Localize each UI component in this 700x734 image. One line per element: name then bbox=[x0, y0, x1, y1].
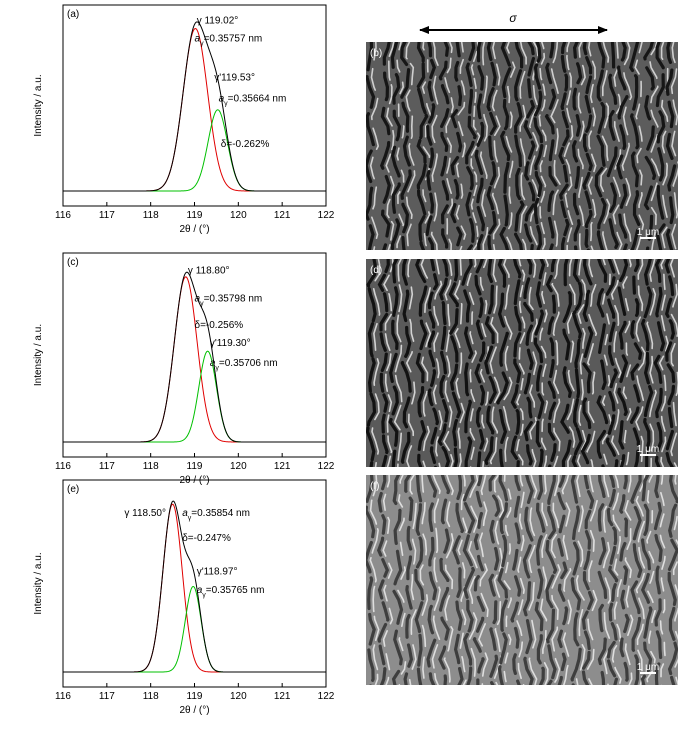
peak-annotation: γ 118.80° bbox=[188, 266, 230, 277]
x-tick-label: 119 bbox=[187, 210, 203, 221]
peak-annotation: δ=-0.262% bbox=[221, 139, 270, 150]
peak-annotation: aγ=0.35757 nm bbox=[195, 34, 263, 48]
chart-panel: 116 117 118 119 120 121 122 2θ / (°) Intensity /… bbox=[33, 4, 335, 235]
gamma-prime-curve bbox=[63, 350, 326, 443]
micrograph-label: (d) bbox=[370, 265, 382, 276]
microstructure-texture bbox=[366, 475, 678, 685]
scale-bar-label: 1 μm bbox=[637, 227, 659, 238]
peak-annotation: γ 118.50° bbox=[124, 508, 166, 519]
x-tick-label: 117 bbox=[99, 461, 115, 472]
micrograph-panels: (b) 1 μm (d) 1 μm (f) 1 μm bbox=[366, 42, 678, 685]
peak-annotation: γ'118.97° bbox=[197, 567, 238, 578]
chart-panels: 116 117 118 119 120 121 122 2θ / (°) Intensity /… bbox=[33, 4, 335, 716]
panel-label: (e) bbox=[67, 484, 79, 495]
x-tick-label: 120 bbox=[230, 210, 247, 221]
total-curve bbox=[63, 500, 326, 673]
plot-frame bbox=[62, 252, 327, 458]
micrograph: (b) 1 μm bbox=[366, 42, 678, 250]
chart-panel: 116 117 118 119 120 121 122 2θ / (°) Intensity /… bbox=[33, 479, 335, 716]
y-axis-label: Intensity / a.u. bbox=[33, 552, 44, 614]
peak-annotation: δ=-0.256% bbox=[195, 320, 244, 331]
gamma-prime-curve bbox=[63, 109, 326, 192]
x-tick-label: 122 bbox=[318, 691, 335, 702]
x-tick-label: 118 bbox=[143, 210, 159, 221]
peak-annotation: aγ=0.35798 nm bbox=[195, 294, 263, 308]
x-tick-label: 122 bbox=[318, 461, 335, 472]
x-tick-label: 116 bbox=[55, 691, 71, 702]
peak-annotation: aγ=0.35765 nm bbox=[197, 585, 265, 599]
x-tick-label: 118 bbox=[143, 691, 159, 702]
panel-label: (a) bbox=[67, 9, 79, 20]
x-tick-label: 122 bbox=[318, 210, 335, 221]
x-tick-label: 117 bbox=[99, 210, 115, 221]
micrograph: (d) 1 μm bbox=[366, 259, 678, 467]
microstructure-texture bbox=[366, 259, 678, 467]
peak-annotation: γ'119.30° bbox=[210, 338, 251, 349]
x-tick-label: 117 bbox=[99, 691, 115, 702]
x-tick-label: 119 bbox=[187, 691, 203, 702]
total-curve bbox=[63, 271, 326, 443]
y-axis-label: Intensity / a.u. bbox=[33, 324, 44, 386]
x-axis-label: 2θ / (°) bbox=[179, 705, 209, 716]
peak-annotation: γ'119.53° bbox=[214, 73, 255, 84]
peak-annotation: γ 119.02° bbox=[197, 16, 239, 27]
micrograph-label: (f) bbox=[370, 481, 379, 492]
x-tick-label: 116 bbox=[55, 461, 71, 472]
x-tick-label: 121 bbox=[274, 461, 291, 472]
x-tick-label: 120 bbox=[230, 461, 247, 472]
peak-annotation: aγ=0.35706 nm bbox=[210, 358, 278, 372]
total-curve bbox=[63, 21, 326, 192]
x-axis-label: 2θ / (°) bbox=[179, 224, 209, 235]
x-tick-label: 116 bbox=[55, 210, 71, 221]
peak-annotation: aγ=0.35664 nm bbox=[219, 94, 287, 108]
scale-bar-label: 1 μm bbox=[637, 444, 659, 455]
micrograph: (f) 1 μm bbox=[366, 475, 678, 685]
x-tick-label: 120 bbox=[230, 691, 247, 702]
panel-label: (c) bbox=[67, 257, 79, 268]
x-tick-label: 121 bbox=[274, 691, 291, 702]
micrograph-label: (b) bbox=[370, 48, 382, 59]
x-tick-label: 118 bbox=[143, 461, 159, 472]
x-tick-label: 121 bbox=[274, 210, 291, 221]
peak-annotation: δ=-0.247% bbox=[182, 533, 231, 544]
y-axis-label: Intensity / a.u. bbox=[33, 74, 44, 136]
scale-bar-label: 1 μm bbox=[637, 662, 659, 673]
x-tick-label: 119 bbox=[187, 461, 203, 472]
stress-symbol: σ bbox=[509, 11, 517, 25]
gamma-curve bbox=[63, 27, 326, 192]
peak-annotation: aγ=0.35854 nm bbox=[182, 508, 250, 522]
microstructure-texture bbox=[366, 42, 678, 250]
